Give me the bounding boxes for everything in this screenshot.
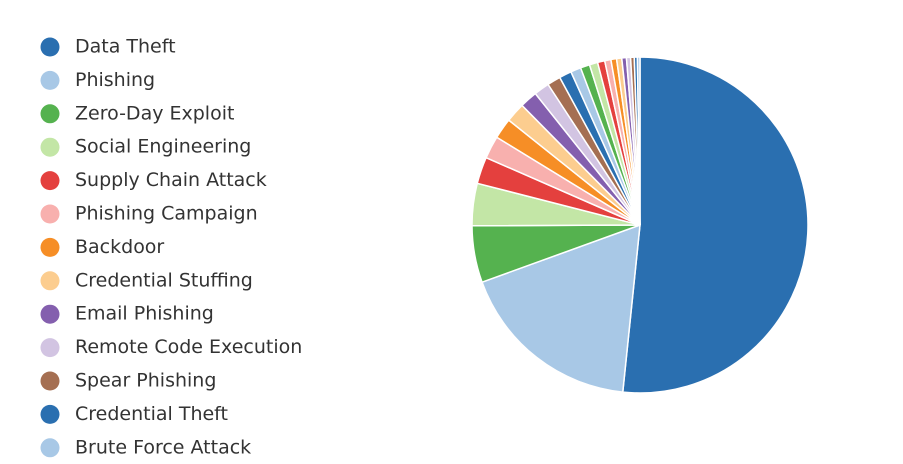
pie-slice [621,56,809,394]
legend-swatch [40,70,60,90]
legend-label: Email Phishing [75,303,214,325]
legend-swatch [40,338,60,358]
legend-swatch [40,104,60,124]
legend-swatch [40,137,60,157]
pie-slice [481,223,641,393]
legend-swatch [40,171,60,191]
legend-swatch [40,271,60,291]
legend-label: Phishing Campaign [75,203,258,225]
legend-label: Phishing [75,69,155,91]
legend-label: Remote Code Execution [75,336,302,358]
legend-label: Supply Chain Attack [75,169,267,191]
legend-label: Credential Theft [75,403,228,425]
legend-swatch [40,371,60,391]
legend-swatch [40,438,60,458]
legend-swatch [40,304,60,324]
legend-swatch [40,204,60,224]
legend-label: Backdoor [75,236,164,258]
pie-slice [636,56,641,226]
legend-swatch [40,237,60,257]
legend-label: Social Engineering [75,136,251,158]
legend-label: Data Theft [75,36,176,58]
legend-swatch [40,404,60,424]
legend-label: Credential Stuffing [75,269,253,291]
legend-label: Zero-Day Exploit [75,102,234,124]
legend-swatch [40,37,60,57]
legend-label: Brute Force Attack [75,436,251,458]
legend-label: Spear Phishing [75,370,216,392]
